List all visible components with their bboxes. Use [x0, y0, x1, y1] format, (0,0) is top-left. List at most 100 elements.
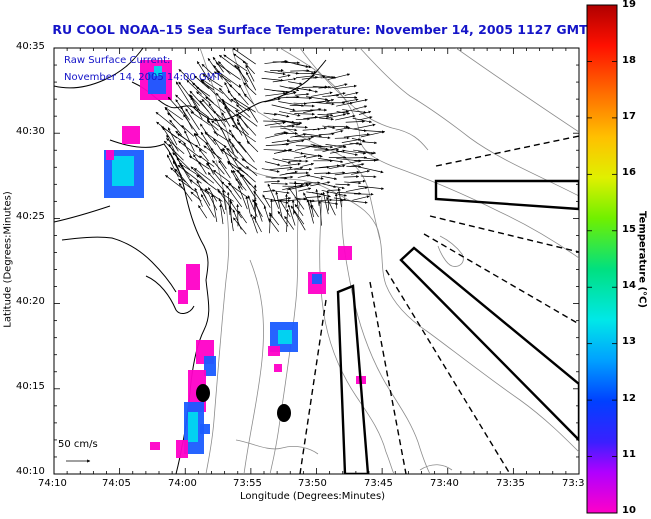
contour-line [205, 159, 230, 474]
current-vector [213, 131, 234, 145]
wedge-outline [336, 284, 370, 474]
current-vector [344, 91, 359, 96]
current-vector [221, 189, 227, 210]
current-vector [358, 116, 373, 121]
current-vector [318, 200, 322, 226]
sst-patch [150, 442, 160, 450]
sst-patch [106, 150, 114, 160]
current-vector [335, 183, 351, 187]
current-vector [358, 185, 385, 190]
current-vector [326, 196, 336, 216]
current-vector [265, 92, 287, 97]
current-vector [325, 113, 346, 119]
current-vector [341, 138, 361, 143]
current-vector [236, 104, 251, 118]
current-vector [235, 178, 247, 191]
current-vector [349, 142, 363, 146]
current-vector [198, 161, 207, 175]
current-vector [344, 181, 362, 185]
current-vector [342, 109, 367, 114]
colorbar-tick-label: 15 [622, 224, 636, 235]
current-vector [183, 142, 193, 159]
current-vector [270, 124, 295, 128]
current-vector [170, 167, 186, 183]
current-vector [237, 92, 249, 106]
current-vector [336, 192, 362, 195]
current-vector [253, 184, 257, 211]
colorbar-tick-marks [587, 4, 617, 514]
colorbar-tick-label: 17 [622, 111, 636, 122]
current-vector [213, 169, 231, 183]
current-vector [241, 158, 258, 170]
current-vector [223, 144, 241, 171]
sst-patch [122, 126, 140, 144]
current-vector [295, 125, 308, 129]
colorbar [586, 4, 618, 514]
current-vector [319, 200, 339, 206]
range-line [435, 135, 579, 167]
contour-line [299, 48, 429, 151]
current-vector [327, 73, 351, 80]
current-vector [335, 150, 358, 156]
current-vector [240, 174, 257, 200]
current-vector [237, 65, 250, 89]
current-vector [264, 179, 281, 183]
current-vector [223, 54, 248, 72]
current-vector [358, 151, 375, 155]
current-vector [264, 59, 288, 64]
current-vector [243, 82, 257, 96]
current-vector [310, 115, 330, 119]
current-vector [336, 101, 353, 107]
current-vector [350, 179, 366, 183]
current-vector [269, 166, 293, 171]
current-vector [287, 204, 296, 226]
current-vector [310, 204, 319, 218]
current-vector [325, 171, 346, 175]
current-vector [218, 160, 231, 179]
current-vector [242, 60, 255, 75]
current-vector [167, 96, 184, 114]
current-vector [329, 149, 346, 154]
current-vector [328, 185, 345, 190]
current-vector [358, 110, 372, 115]
current-vector [175, 81, 192, 107]
current-vector [205, 96, 226, 114]
current-vector [301, 76, 319, 80]
current-vector [163, 140, 184, 161]
current-vector [271, 104, 296, 112]
current-vector [194, 187, 203, 207]
current-vector [213, 71, 232, 83]
current-vector [334, 170, 360, 176]
sst-patch [204, 356, 216, 376]
current-vector [274, 131, 287, 135]
radar-range-lines [299, 135, 579, 474]
y-tick-label: 40:15 [16, 381, 45, 392]
y-tick-label: 40:20 [16, 296, 45, 307]
current-vector [220, 126, 234, 154]
current-vector [208, 103, 226, 128]
current-vector [290, 69, 310, 73]
current-vector [165, 175, 185, 190]
current-vector [271, 139, 290, 143]
sst-patch [312, 274, 322, 284]
current-vector [306, 195, 322, 199]
current-vector [282, 183, 305, 191]
current-vector [183, 114, 199, 136]
current-vector [186, 79, 202, 95]
current-vector [358, 129, 385, 134]
colorbar-tick-label: 18 [622, 55, 636, 66]
current-vector [234, 158, 247, 170]
current-vector [192, 82, 214, 104]
current-vector [268, 213, 272, 234]
x-tick-label: 73:45 [364, 478, 393, 489]
current-vector [281, 139, 305, 145]
current-vector [202, 73, 223, 88]
current-vector [275, 191, 283, 219]
current-vector [180, 106, 193, 130]
x-tick-label: 73:3 [562, 478, 585, 489]
plot-frame [53, 47, 580, 475]
current-vector [207, 172, 226, 193]
current-vector [238, 141, 255, 163]
current-vector [352, 105, 368, 110]
